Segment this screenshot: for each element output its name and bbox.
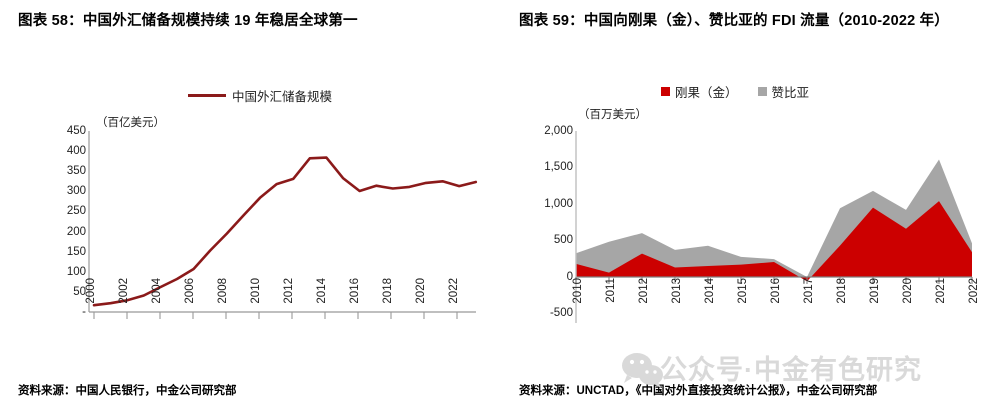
x-tick-marks xyxy=(575,277,973,284)
legend-label-zambia: 赞比亚 xyxy=(771,86,810,100)
x-tick: 2022 xyxy=(448,278,460,304)
y-tick: 2,000 xyxy=(544,125,573,137)
figure-58-y-axis: 450 400 350 300 250 200 150 100 50 - xyxy=(28,0,86,408)
y-tick: 350 xyxy=(66,165,86,177)
figure-59-source: 资料来源：UNCTAD，《中国对外直接投资统计公报》，中金公司研究部 xyxy=(519,385,878,397)
x-tick: 2008 xyxy=(217,278,229,304)
x-tick: 2010 xyxy=(572,278,584,304)
y-tick: - xyxy=(82,306,86,318)
x-tick-marks xyxy=(93,312,458,319)
legend-label-forex: 中国外汇储备规模 xyxy=(232,90,333,104)
x-tick: 2004 xyxy=(151,278,163,304)
figure-59-y-axis: 2,000 1,500 1,000 500 0 -500 xyxy=(511,0,573,408)
x-tick: 2006 xyxy=(184,278,196,304)
x-tick: 2016 xyxy=(349,278,361,304)
y-tick: 50 xyxy=(73,286,86,298)
x-tick: 2019 xyxy=(869,278,881,304)
x-tick: 2017 xyxy=(803,278,815,304)
y-tick: 0 xyxy=(566,271,573,283)
x-tick: 2020 xyxy=(415,278,427,304)
figure-58-panel: 图表 58：中国外汇储备规模持续 19 年稳居全球第一 中国外汇储备规模 （百亿… xyxy=(18,0,478,408)
legend-swatch-zambia xyxy=(757,87,767,96)
x-tick: 2021 xyxy=(935,278,947,304)
forex-reserve-line xyxy=(92,156,478,307)
figure-59-plot xyxy=(575,131,973,323)
y-tick: 300 xyxy=(66,185,86,197)
y-tick: 1,500 xyxy=(544,161,573,173)
area-congo xyxy=(576,201,972,282)
figure-59-legend: 刚果（金） 赞比亚 xyxy=(661,82,809,101)
legend-item-zambia: 赞比亚 xyxy=(757,82,810,101)
x-tick: 2014 xyxy=(704,278,716,304)
x-tick: 2000 xyxy=(85,278,97,304)
x-tick: 2012 xyxy=(283,278,295,304)
figure-58-plot xyxy=(88,131,478,319)
x-tick: 2011 xyxy=(605,278,617,303)
legend-swatch-congo xyxy=(661,87,670,96)
figure-59-y-unit: （百万美元） xyxy=(578,109,647,121)
legend-line-swatch xyxy=(188,94,226,97)
y-tick: 400 xyxy=(66,145,86,157)
figure-59-panel: 图表 59：中国向刚果（金）、赞比亚的 FDI 流量（2010-2022 年） … xyxy=(501,0,1002,408)
y-tick: 250 xyxy=(66,205,86,217)
figure-58-legend: 中国外汇储备规模 xyxy=(188,86,332,105)
figure-59-title: 图表 59：中国向刚果（金）、赞比亚的 FDI 流量（2010-2022 年） xyxy=(519,13,949,29)
x-tick: 2014 xyxy=(316,278,328,304)
x-tick: 2022 xyxy=(968,278,980,304)
legend-item-congo: 刚果（金） xyxy=(661,82,738,101)
x-tick: 2016 xyxy=(770,278,782,304)
x-tick: 2002 xyxy=(118,278,130,304)
y-tick: 450 xyxy=(66,125,86,137)
x-tick: 2012 xyxy=(638,278,650,304)
figure-58-y-unit: （百亿美元） xyxy=(96,117,165,129)
x-tick: 2018 xyxy=(382,278,394,304)
figure-58-source: 资料来源：中国人民银行，中金公司研究部 xyxy=(18,385,237,397)
x-tick: 2015 xyxy=(737,278,749,304)
y-tick: -500 xyxy=(549,307,573,319)
legend-label-congo: 刚果（金） xyxy=(675,86,738,100)
x-tick: 2013 xyxy=(671,278,683,304)
x-tick: 2020 xyxy=(902,278,914,304)
y-tick: 100 xyxy=(66,266,86,278)
y-tick: 150 xyxy=(66,246,86,258)
x-tick: 2018 xyxy=(836,278,848,304)
y-tick: 200 xyxy=(66,226,86,238)
figure-58-title: 图表 58：中国外汇储备规模持续 19 年稳居全球第一 xyxy=(18,13,358,29)
x-tick: 2010 xyxy=(250,278,262,304)
y-tick: 1,000 xyxy=(544,198,573,210)
y-tick: 500 xyxy=(553,234,573,246)
